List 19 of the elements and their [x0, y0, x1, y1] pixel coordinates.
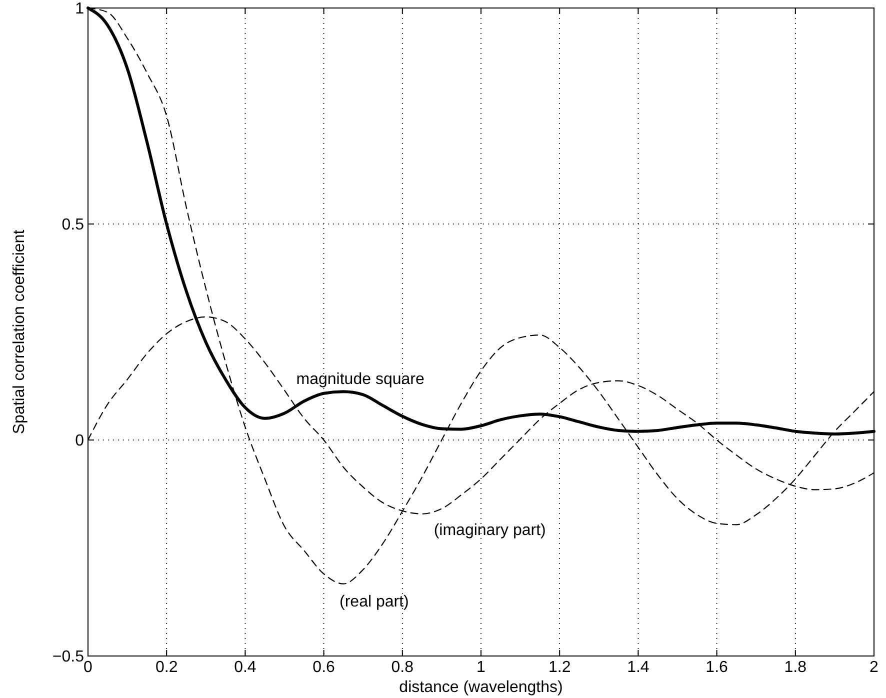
x-tick-label: 1.8: [784, 659, 807, 676]
annotation: magnitude square: [296, 370, 424, 388]
x-tick-label: 0.6: [312, 659, 336, 676]
y-tick-label: 0: [75, 432, 84, 450]
x-tick-label: 0.2: [155, 659, 178, 676]
x-tick-label: 0.8: [391, 659, 414, 676]
x-tick-label: 1.2: [548, 659, 571, 676]
x-tick-label: 1.6: [706, 659, 728, 676]
x-axis-title: distance (wavelengths): [399, 679, 563, 696]
annotation: (real part): [340, 593, 409, 610]
y-tick-label: 1: [75, 0, 84, 18]
y-axis-title: Spatial correlation coefficient: [11, 229, 28, 434]
x-tick-label: 1.4: [627, 659, 650, 676]
x-tick-label: 1: [476, 659, 486, 676]
y-tick-label: −0.5: [52, 648, 84, 666]
annotation: (imaginary part): [434, 522, 546, 540]
x-tick-label: 0.4: [234, 659, 256, 676]
x-tick-label: 2: [870, 659, 879, 676]
y-tick-label: 0.5: [62, 216, 84, 234]
